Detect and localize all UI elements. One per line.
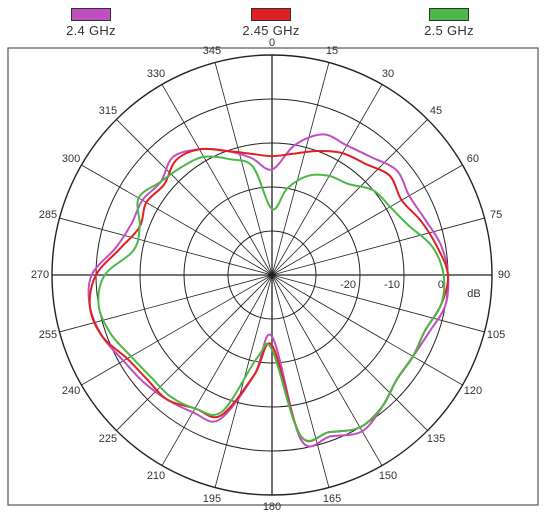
legend-item-2-5ghz: 2.5 GHz [389, 8, 509, 38]
angle-tick-label: 270 [31, 269, 49, 281]
grid-spoke [271, 217, 485, 276]
grid-spoke [271, 274, 485, 333]
radial-tick-label: -10 [384, 279, 400, 291]
angle-tick-label: 45 [430, 105, 442, 117]
grid-spoke [271, 274, 330, 488]
angle-tick-label: 150 [379, 470, 397, 482]
angle-tick-label: 75 [490, 209, 502, 221]
legend-swatch-2-4ghz [71, 8, 111, 21]
grid-spoke [161, 84, 273, 276]
angle-tick-label: 285 [39, 209, 57, 221]
grid-spoke [271, 119, 428, 276]
legend-swatch-2-5ghz [429, 8, 469, 21]
grid-spoke [271, 274, 428, 431]
legend-label-2-5ghz: 2.5 GHz [424, 23, 474, 38]
series-2-5ghz-trace [97, 155, 446, 442]
angle-tick-label: 240 [62, 385, 80, 397]
series-2-45ghz-trace [88, 147, 450, 443]
grid-spoke [161, 274, 273, 466]
plot-frame [7, 47, 539, 506]
angle-tick-label: 210 [147, 470, 165, 482]
angle-tick-label: 315 [99, 105, 117, 117]
angle-tick-label: 165 [323, 493, 341, 505]
legend-item-2-4ghz: 2.4 GHz [31, 8, 151, 38]
angle-tick-label: 120 [464, 385, 482, 397]
radial-tick-label: -20 [340, 279, 356, 291]
angle-tick-label: 180 [263, 501, 281, 513]
grid-spoke [59, 217, 273, 276]
grid-spoke [271, 84, 383, 276]
grid-spoke [214, 62, 273, 276]
angle-tick-label: 195 [203, 493, 221, 505]
angle-tick-label: 30 [382, 68, 394, 80]
radial-unit-label: dB [467, 288, 480, 300]
grid-spoke [271, 62, 330, 276]
series-2-4ghz-trace [87, 133, 450, 448]
legend-label-2-4ghz: 2.4 GHz [66, 23, 116, 38]
angle-tick-label: 60 [467, 153, 479, 165]
angle-tick-label: 345 [203, 45, 221, 57]
legend-swatch-2-45ghz [251, 8, 291, 21]
legend-label-2-45ghz: 2.45 GHz [242, 23, 300, 38]
grid-spoke [271, 274, 383, 466]
grid-spoke [116, 119, 273, 276]
angle-tick-label: 225 [99, 433, 117, 445]
angle-tick-label: 15 [326, 45, 338, 57]
angle-tick-label: 90 [498, 269, 510, 281]
grid-spoke [81, 164, 273, 276]
grid-spoke [116, 274, 273, 431]
angle-tick-label: 255 [39, 329, 57, 341]
angle-tick-label: 300 [62, 153, 80, 165]
angle-tick-label: 0 [269, 37, 275, 49]
angle-tick-label: 105 [487, 329, 505, 341]
angle-tick-label: 330 [147, 68, 165, 80]
radial-tick-label: 0 [438, 279, 444, 291]
grid-spoke [81, 274, 273, 386]
grid-spoke [271, 274, 463, 386]
legend-item-2-45ghz: 2.45 GHz [211, 8, 331, 38]
grid-spoke [271, 164, 463, 276]
angle-tick-label: 135 [427, 433, 445, 445]
legend: 2.4 GHz 2.45 GHz 2.5 GHz [0, 8, 550, 48]
